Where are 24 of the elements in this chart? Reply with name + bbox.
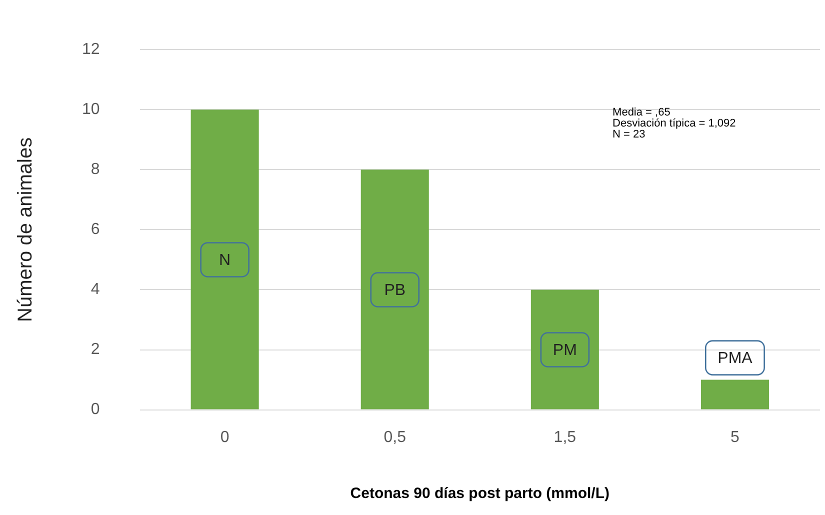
annotation: PM (552, 342, 577, 360)
y-tick-label: 4 (90, 281, 100, 298)
y-tick-label: 2 (90, 341, 100, 358)
y-tick-label: 8 (90, 161, 100, 178)
x-axis-title: Cetonas 90 días post parto (mmol/L) (350, 485, 610, 502)
x-tick-label: 0,5 (384, 428, 406, 446)
x-tick-label: 1,5 (554, 428, 576, 446)
y-tick-label: 0 (90, 401, 100, 418)
bar (360, 170, 429, 410)
bar (700, 380, 769, 410)
y-tick-label: 10 (82, 101, 100, 118)
x-tick-label: 5 (730, 428, 740, 446)
y-axis-title: Número de animales (14, 137, 37, 322)
annotation: N = 23 (612, 128, 646, 141)
y-tick-label: 6 (90, 221, 100, 238)
annotation: Media = ,65 (612, 106, 670, 119)
annotation: Desviación típica = 1,092 (612, 118, 736, 130)
bar (530, 290, 599, 410)
bar (190, 110, 259, 410)
x-tick-label: 0 (220, 428, 230, 446)
annotation: N (219, 252, 231, 270)
annotation: PB (384, 282, 406, 300)
y-tick-label: 12 (82, 41, 100, 58)
annotation: PMA (718, 350, 753, 368)
